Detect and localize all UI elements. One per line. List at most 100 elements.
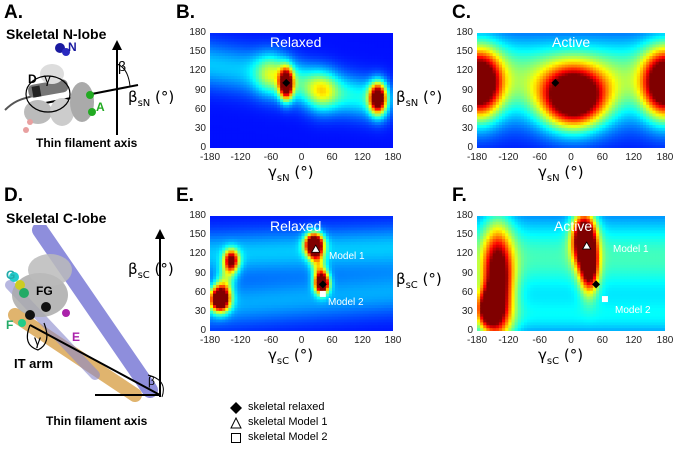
heatmap-cell bbox=[286, 41, 290, 46]
heatmap-cell bbox=[359, 76, 364, 80]
heatmap-cell bbox=[627, 38, 632, 43]
heatmap-cell bbox=[592, 119, 597, 123]
heatmap-cell bbox=[252, 127, 257, 132]
heatmap-cell bbox=[489, 61, 494, 66]
heatmap-cell bbox=[240, 104, 245, 109]
heatmap-cell bbox=[502, 87, 506, 92]
heatmap-cell bbox=[502, 79, 506, 83]
heatmap-cell bbox=[222, 50, 226, 54]
heatmap-cell bbox=[213, 319, 217, 323]
heatmap-cell bbox=[210, 230, 214, 234]
heatmap-cell bbox=[377, 102, 382, 106]
heatmap-cell bbox=[624, 107, 628, 112]
heatmap-cell bbox=[356, 64, 361, 69]
heatmap-cell bbox=[313, 76, 318, 80]
heatmap-cell bbox=[649, 84, 654, 89]
heatmap-cell bbox=[514, 145, 519, 148]
c-lobe-structure bbox=[5, 225, 165, 402]
heatmap-cell bbox=[210, 319, 214, 323]
heatmap-cell bbox=[517, 136, 522, 140]
heatmap-cell bbox=[365, 81, 370, 86]
heatmap-cell bbox=[583, 44, 588, 48]
heatmap-cell bbox=[652, 41, 657, 46]
heatmap-cell bbox=[611, 116, 616, 120]
heatmap-cell bbox=[368, 136, 373, 140]
heatmap-cell bbox=[280, 136, 284, 140]
heatmap-cell bbox=[374, 33, 379, 37]
heatmap-cell bbox=[304, 142, 309, 146]
heatmap-cell bbox=[267, 116, 272, 120]
heatmap-cell bbox=[602, 110, 607, 115]
heatmap-cell bbox=[624, 133, 628, 138]
heatmap-cell bbox=[618, 73, 622, 77]
heatmap-cell bbox=[234, 90, 239, 94]
heatmap-cell bbox=[389, 145, 393, 148]
heatmap-cell bbox=[365, 73, 370, 77]
heatmap-cell bbox=[611, 119, 616, 123]
heatmap-cell bbox=[304, 96, 309, 100]
heatmap-cell bbox=[243, 81, 248, 86]
heatmap-cell bbox=[633, 64, 638, 69]
heatmap-cell bbox=[371, 145, 376, 148]
heatmap-cell bbox=[542, 104, 547, 109]
heatmap-cell bbox=[231, 130, 235, 135]
heatmap-cell bbox=[249, 99, 254, 103]
heatmap-cell bbox=[489, 130, 494, 135]
heatmap-cell bbox=[624, 90, 628, 94]
heatmap-cell bbox=[495, 127, 500, 132]
heatmap-cell bbox=[325, 64, 330, 69]
heatmap-cell bbox=[639, 125, 644, 129]
heatmap-cell bbox=[298, 50, 303, 54]
heatmap-cell bbox=[277, 93, 281, 97]
heatmap-cell bbox=[574, 47, 578, 51]
heatmap-cell bbox=[216, 267, 220, 272]
heatmap-cell bbox=[347, 107, 351, 112]
heatmap-cell bbox=[511, 67, 516, 71]
heatmap-cell bbox=[583, 35, 588, 40]
heatmap-cell bbox=[549, 110, 553, 115]
heatmap-cell bbox=[511, 76, 516, 80]
heatmap-cell bbox=[611, 102, 616, 106]
heatmap-cell bbox=[533, 56, 538, 60]
heatmap-cell bbox=[261, 41, 266, 46]
heatmap-cell bbox=[325, 119, 330, 123]
heatmap-cell bbox=[533, 76, 538, 80]
heatmap-cell bbox=[536, 90, 541, 94]
heatmap-cell bbox=[338, 139, 342, 143]
heatmap-cell bbox=[536, 33, 541, 37]
heatmap-cell bbox=[558, 61, 563, 66]
heatmap-cell bbox=[325, 139, 330, 143]
heatmap-cell bbox=[624, 76, 628, 80]
heatmap-cell bbox=[639, 70, 644, 74]
heatmap-cell bbox=[216, 247, 220, 252]
heatmap-cell bbox=[328, 44, 333, 48]
heatmap-cell bbox=[561, 44, 566, 48]
heatmap-cell bbox=[283, 142, 287, 146]
heatmap-cell bbox=[210, 96, 214, 100]
heatmap-cell bbox=[586, 35, 591, 40]
heatmap-cell bbox=[301, 58, 306, 63]
heatmap-cell bbox=[636, 67, 641, 71]
heatmap-cell bbox=[643, 76, 647, 80]
heatmap-cell bbox=[240, 119, 245, 123]
heatmap-cell bbox=[527, 67, 531, 71]
heatmap-cell bbox=[298, 139, 303, 143]
heatmap-cell bbox=[249, 122, 254, 126]
heatmap-cell bbox=[277, 79, 281, 83]
heatmap-cell bbox=[511, 61, 516, 66]
heatmap-cell bbox=[586, 142, 591, 146]
heatmap-cell bbox=[368, 87, 373, 92]
heatmap-cell bbox=[316, 38, 321, 43]
heatmap-cell bbox=[304, 33, 309, 37]
heatmap-cell bbox=[338, 47, 342, 51]
heatmap-cell bbox=[486, 64, 491, 69]
heatmap-cell bbox=[502, 142, 506, 146]
heatmap-cell bbox=[611, 50, 616, 54]
heatmap-cell bbox=[624, 87, 628, 92]
heatmap-cell bbox=[495, 139, 500, 143]
heatmap-cell bbox=[307, 53, 312, 57]
heatmap-cell bbox=[539, 79, 544, 83]
heatmap-cell bbox=[495, 133, 500, 138]
heatmap-cell bbox=[271, 33, 275, 37]
heatmap-cell bbox=[362, 64, 367, 69]
